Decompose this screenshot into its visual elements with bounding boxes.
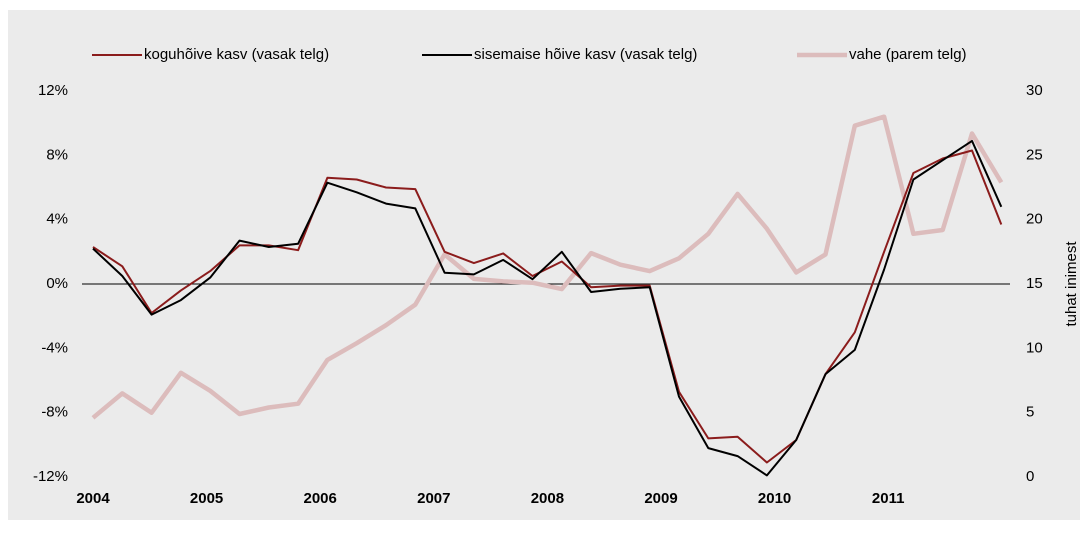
y2-tick-label: 10 bbox=[1026, 339, 1043, 356]
x-tick-label: 2005 bbox=[190, 490, 223, 507]
x-tick-label: 2004 bbox=[76, 490, 110, 507]
x-tick-label: 2011 bbox=[872, 490, 905, 507]
y-tick-label: -8% bbox=[41, 404, 68, 421]
legend-label: vahe (parem telg) bbox=[849, 46, 967, 63]
series-line bbox=[91, 114, 1004, 420]
y-tick-label: 12% bbox=[38, 82, 68, 99]
x-tick-label: 2010 bbox=[758, 490, 791, 507]
x-tick-label: 2006 bbox=[304, 490, 337, 507]
x-tick-label: 2009 bbox=[644, 490, 677, 507]
series-line bbox=[92, 139, 1003, 477]
y2-tick-label: 20 bbox=[1026, 211, 1043, 228]
y2-tick-label: 25 bbox=[1026, 146, 1043, 163]
x-tick-label: 2008 bbox=[531, 490, 564, 507]
legend-label: sisemaise hõive kasv (vasak telg) bbox=[474, 46, 697, 63]
y-tick-label: 4% bbox=[46, 211, 68, 228]
series-line bbox=[92, 149, 1003, 464]
y-tick-label: -12% bbox=[33, 468, 68, 485]
y-tick-label: -4% bbox=[41, 339, 68, 356]
y-tick-label: 8% bbox=[46, 146, 68, 163]
y2-tick-label: 0 bbox=[1026, 468, 1034, 485]
y2-tick-label: 15 bbox=[1026, 275, 1043, 292]
y2-tick-label: 5 bbox=[1026, 404, 1034, 421]
y-tick-label: 0% bbox=[46, 275, 68, 292]
x-tick-label: 2007 bbox=[417, 490, 450, 507]
y2-axis-label: tuhat inimest bbox=[1063, 241, 1080, 327]
chart-background bbox=[8, 10, 1080, 520]
legend-label: koguhõive kasv (vasak telg) bbox=[144, 46, 329, 63]
y2-tick-label: 30 bbox=[1026, 82, 1043, 99]
